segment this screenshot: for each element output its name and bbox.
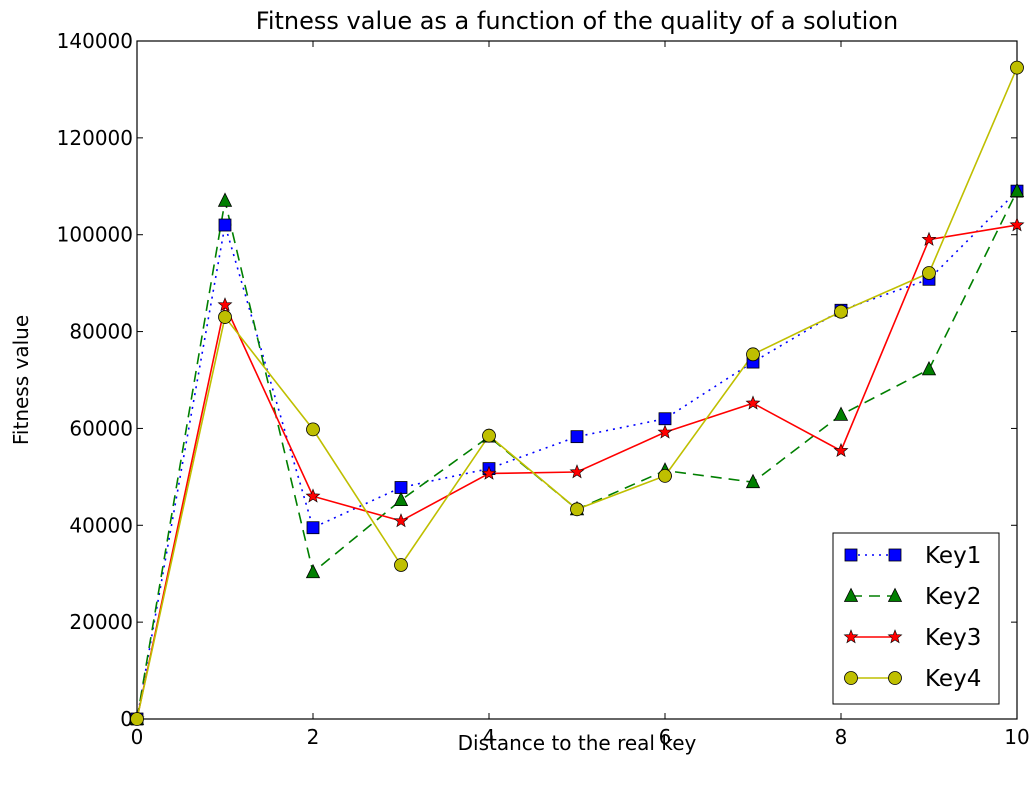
y-tick-label: 20000	[69, 610, 133, 634]
data-point-key2	[833, 406, 849, 421]
data-point-key4	[394, 558, 408, 572]
data-point-key4	[218, 310, 232, 324]
data-point-key4	[570, 502, 584, 517]
legend-marker-key4	[888, 671, 902, 685]
legend-marker-key3	[887, 629, 903, 644]
chart-title: Fitness value as a function of the quali…	[256, 7, 898, 35]
data-point-key3	[305, 488, 321, 503]
data-point-key4	[306, 422, 320, 437]
legend: Key1 Key2 Key3 Key4	[832, 532, 1000, 705]
plot-area: 0 2 4 6 8 10 0 20000 40000 60000 80000 100000 120000…	[57, 29, 1030, 749]
data-point-key3	[569, 464, 585, 479]
data-point-key4	[658, 468, 672, 483]
series-layer	[129, 60, 1025, 726]
data-point-key2	[1009, 182, 1025, 198]
legend-marker-key4	[844, 671, 858, 685]
data-point-key3	[833, 442, 849, 458]
data-point-key2	[921, 360, 937, 376]
x-tick-label: 4	[483, 725, 496, 749]
data-point-key3	[217, 297, 233, 312]
y-tick-label: 60000	[69, 416, 133, 440]
data-point-key4	[834, 304, 848, 319]
data-point-key4	[482, 428, 496, 443]
x-tick-label: 2	[307, 725, 320, 749]
data-point-key2	[393, 491, 409, 507]
data-point-key4	[922, 266, 936, 280]
legend-label-key1: Key1	[925, 543, 981, 569]
y-tick-label: 100000	[57, 223, 133, 247]
legend-marker-key3	[843, 629, 859, 644]
legend-label-key3: Key3	[925, 625, 981, 651]
data-point-key1	[306, 521, 320, 535]
y-axis-label: Fitness value	[9, 315, 33, 445]
y-tick-label: 0	[120, 707, 133, 731]
data-point-key1	[658, 412, 672, 426]
data-point-key4	[130, 712, 144, 726]
legend-label-key2: Key2	[925, 584, 981, 610]
data-point-key2	[305, 563, 321, 579]
data-point-key4	[746, 347, 760, 362]
data-point-key3	[481, 465, 497, 480]
data-point-key3	[1009, 217, 1025, 232]
y-tick-label: 140000	[57, 29, 133, 53]
legend-marker-key1	[844, 548, 858, 562]
data-point-key2	[217, 192, 233, 207]
x-tick-label: 6	[659, 725, 672, 749]
legend-marker-key1	[888, 548, 902, 562]
data-point-key1	[570, 430, 584, 444]
x-tick-label: 8	[835, 725, 848, 749]
data-point-key1	[218, 218, 232, 232]
data-point-key4	[1010, 60, 1024, 75]
x-tick-label: 10	[1004, 725, 1029, 749]
legend-marker-key2	[843, 587, 859, 602]
y-tick-label: 40000	[69, 513, 133, 537]
legend-box	[832, 532, 1000, 705]
data-point-key2	[745, 473, 761, 489]
x-axis-label: Distance to the real key	[458, 731, 697, 755]
legend-marker-key2	[887, 587, 903, 602]
data-point-key3	[921, 231, 937, 246]
x-tick-label: 0	[131, 725, 144, 749]
data-point-key3	[393, 513, 409, 528]
data-point-key3	[745, 395, 761, 410]
y-tick-label: 120000	[57, 126, 133, 150]
legend-label-key4: Key4	[925, 666, 981, 692]
y-tick-label: 80000	[69, 320, 133, 344]
plot-frame	[136, 40, 1018, 720]
data-point-key3	[657, 424, 673, 439]
